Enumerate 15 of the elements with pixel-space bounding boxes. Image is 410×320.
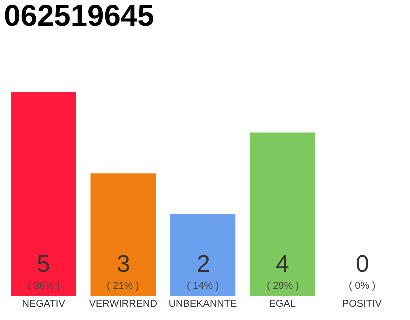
data-label: 5 ( 36% ) xyxy=(28,251,60,292)
x-tick-label: VERWIRREND xyxy=(89,299,158,310)
bar xyxy=(250,132,316,296)
data-label: 2 ( 14% ) xyxy=(187,251,220,292)
data-label: 0 ( 0% ) xyxy=(349,251,376,292)
data-label: 4 ( 29% ) xyxy=(267,251,300,292)
x-tick-label: NEGATIV xyxy=(22,299,66,310)
bar xyxy=(90,174,156,296)
data-label: 3 ( 21% ) xyxy=(107,251,140,292)
x-tick-label: UNBEKANNTE xyxy=(168,299,238,310)
x-tick-label: EGAL xyxy=(269,299,296,310)
bar xyxy=(170,214,236,296)
bar xyxy=(11,92,76,296)
x-tick-label: POSITIV xyxy=(342,299,382,310)
chart-title: 062519645 xyxy=(4,0,154,33)
